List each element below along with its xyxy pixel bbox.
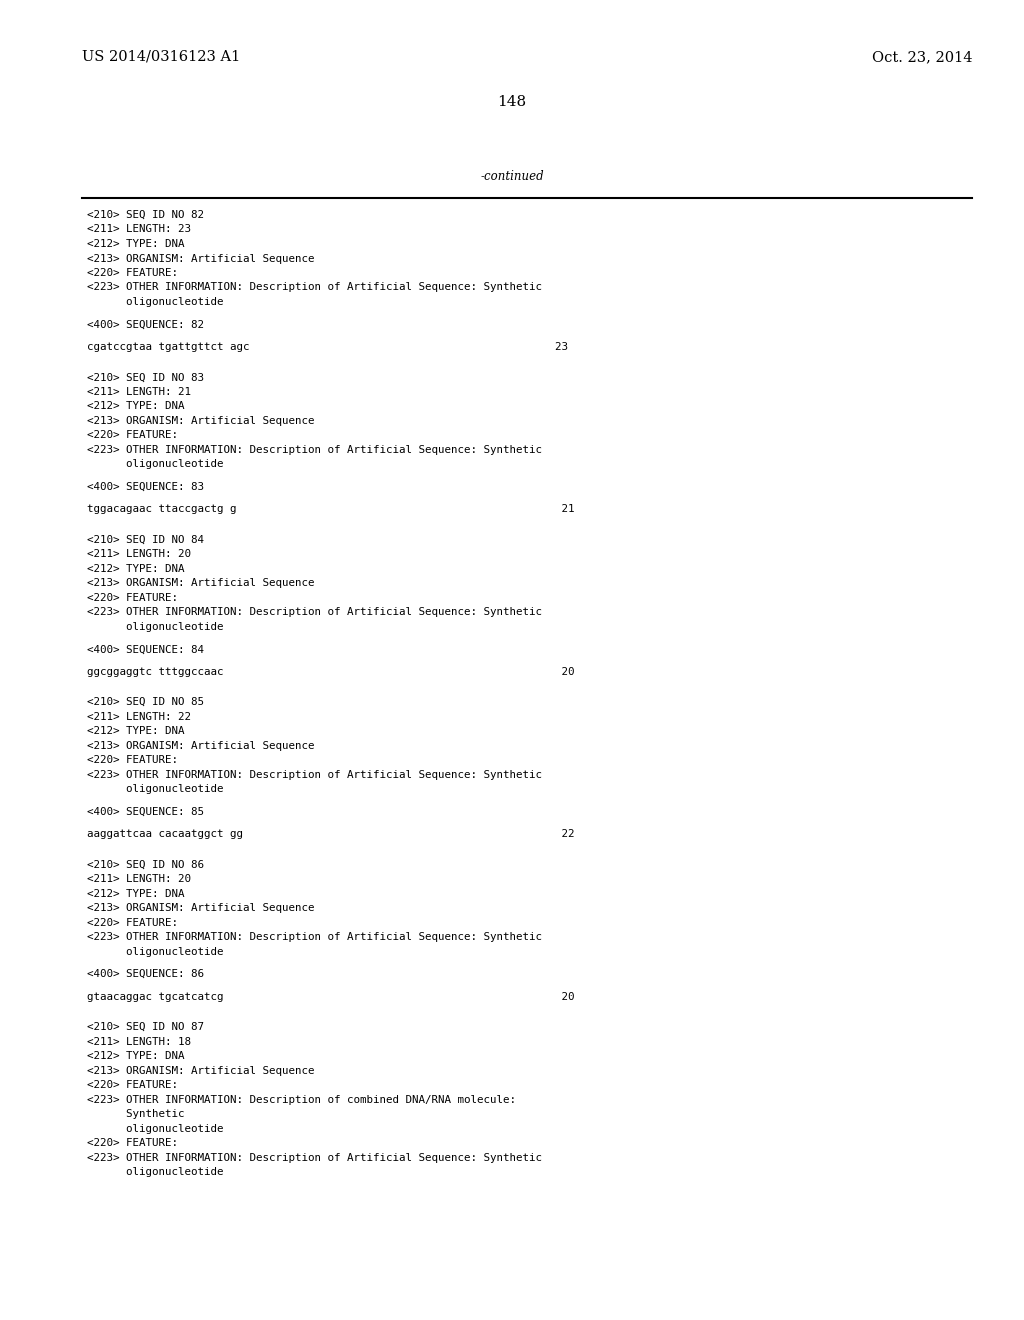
Text: cgatccgtaa tgattgttct agc                                               23: cgatccgtaa tgattgttct agc 23 [87,342,568,352]
Text: <211> LENGTH: 23: <211> LENGTH: 23 [87,224,191,235]
Text: <213> ORGANISM: Artificial Sequence: <213> ORGANISM: Artificial Sequence [87,903,314,913]
Text: <223> OTHER INFORMATION: Description of Artificial Sequence: Synthetic: <223> OTHER INFORMATION: Description of … [87,282,542,293]
Text: gtaacaggac tgcatcatcg                                                    20: gtaacaggac tgcatcatcg 20 [87,991,574,1002]
Text: -continued: -continued [480,170,544,183]
Text: <213> ORGANISM: Artificial Sequence: <213> ORGANISM: Artificial Sequence [87,1065,314,1076]
Text: <400> SEQUENCE: 83: <400> SEQUENCE: 83 [87,482,204,492]
Text: <223> OTHER INFORMATION: Description of Artificial Sequence: Synthetic: <223> OTHER INFORMATION: Description of … [87,932,542,942]
Text: <220> FEATURE:: <220> FEATURE: [87,917,178,928]
Text: oligonucleotide: oligonucleotide [87,784,223,795]
Text: <220> FEATURE:: <220> FEATURE: [87,1138,178,1148]
Text: <220> FEATURE:: <220> FEATURE: [87,755,178,766]
Text: Synthetic: Synthetic [87,1109,184,1119]
Text: ggcggaggtc tttggccaac                                                    20: ggcggaggtc tttggccaac 20 [87,667,574,677]
Text: oligonucleotide: oligonucleotide [87,1167,223,1177]
Text: oligonucleotide: oligonucleotide [87,297,223,308]
Text: <212> TYPE: DNA: <212> TYPE: DNA [87,1051,184,1061]
Text: <400> SEQUENCE: 82: <400> SEQUENCE: 82 [87,319,204,330]
Text: <220> FEATURE:: <220> FEATURE: [87,268,178,279]
Text: <210> SEQ ID NO 84: <210> SEQ ID NO 84 [87,535,204,545]
Text: <211> LENGTH: 21: <211> LENGTH: 21 [87,387,191,397]
Text: <223> OTHER INFORMATION: Description of Artificial Sequence: Synthetic: <223> OTHER INFORMATION: Description of … [87,445,542,455]
Text: Oct. 23, 2014: Oct. 23, 2014 [871,50,972,63]
Text: 148: 148 [498,95,526,110]
Text: <220> FEATURE:: <220> FEATURE: [87,1080,178,1090]
Text: oligonucleotide: oligonucleotide [87,946,223,957]
Text: <213> ORGANISM: Artificial Sequence: <213> ORGANISM: Artificial Sequence [87,253,314,264]
Text: <211> LENGTH: 18: <211> LENGTH: 18 [87,1036,191,1047]
Text: <210> SEQ ID NO 82: <210> SEQ ID NO 82 [87,210,204,220]
Text: <213> ORGANISM: Artificial Sequence: <213> ORGANISM: Artificial Sequence [87,416,314,426]
Text: <210> SEQ ID NO 83: <210> SEQ ID NO 83 [87,372,204,383]
Text: <211> LENGTH: 20: <211> LENGTH: 20 [87,874,191,884]
Text: <210> SEQ ID NO 87: <210> SEQ ID NO 87 [87,1022,204,1032]
Text: <210> SEQ ID NO 86: <210> SEQ ID NO 86 [87,859,204,870]
Text: <212> TYPE: DNA: <212> TYPE: DNA [87,726,184,737]
Text: <400> SEQUENCE: 86: <400> SEQUENCE: 86 [87,969,204,979]
Text: <400> SEQUENCE: 84: <400> SEQUENCE: 84 [87,644,204,655]
Text: <211> LENGTH: 22: <211> LENGTH: 22 [87,711,191,722]
Text: <223> OTHER INFORMATION: Description of Artificial Sequence: Synthetic: <223> OTHER INFORMATION: Description of … [87,1152,542,1163]
Text: <213> ORGANISM: Artificial Sequence: <213> ORGANISM: Artificial Sequence [87,741,314,751]
Text: <223> OTHER INFORMATION: Description of Artificial Sequence: Synthetic: <223> OTHER INFORMATION: Description of … [87,607,542,618]
Text: <212> TYPE: DNA: <212> TYPE: DNA [87,564,184,574]
Text: US 2014/0316123 A1: US 2014/0316123 A1 [82,50,241,63]
Text: <220> FEATURE:: <220> FEATURE: [87,593,178,603]
Text: <400> SEQUENCE: 85: <400> SEQUENCE: 85 [87,807,204,817]
Text: <223> OTHER INFORMATION: Description of combined DNA/RNA molecule:: <223> OTHER INFORMATION: Description of … [87,1094,516,1105]
Text: <211> LENGTH: 20: <211> LENGTH: 20 [87,549,191,560]
Text: oligonucleotide: oligonucleotide [87,459,223,470]
Text: <212> TYPE: DNA: <212> TYPE: DNA [87,888,184,899]
Text: <212> TYPE: DNA: <212> TYPE: DNA [87,239,184,249]
Text: <220> FEATURE:: <220> FEATURE: [87,430,178,441]
Text: oligonucleotide: oligonucleotide [87,622,223,632]
Text: oligonucleotide: oligonucleotide [87,1123,223,1134]
Text: <210> SEQ ID NO 85: <210> SEQ ID NO 85 [87,697,204,708]
Text: <223> OTHER INFORMATION: Description of Artificial Sequence: Synthetic: <223> OTHER INFORMATION: Description of … [87,770,542,780]
Text: tggacagaac ttaccgactg g                                                  21: tggacagaac ttaccgactg g 21 [87,504,574,515]
Text: aaggattcaa cacaatggct gg                                                 22: aaggattcaa cacaatggct gg 22 [87,829,574,840]
Text: <213> ORGANISM: Artificial Sequence: <213> ORGANISM: Artificial Sequence [87,578,314,589]
Text: <212> TYPE: DNA: <212> TYPE: DNA [87,401,184,412]
